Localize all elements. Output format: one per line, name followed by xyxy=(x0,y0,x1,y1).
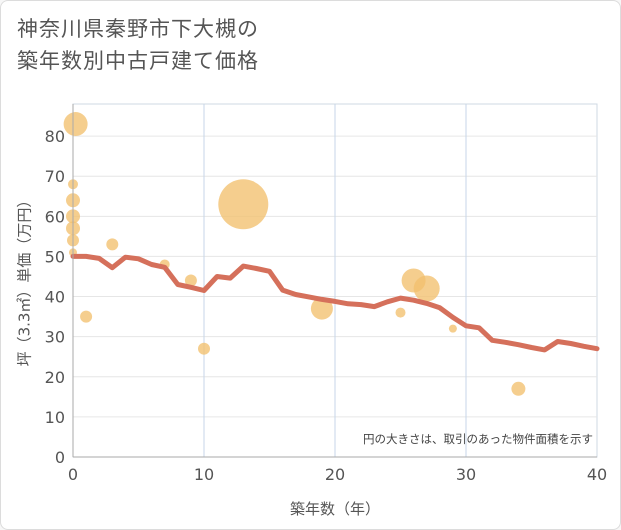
grid-layer xyxy=(72,103,598,458)
trend-line xyxy=(70,253,600,353)
y-axis-label-wrap: 坪（3.3㎡）単価（万円） xyxy=(9,101,39,457)
x-axis-label: 築年数（年） xyxy=(289,500,380,518)
y-tick-label: 60 xyxy=(45,207,65,226)
bubble-point xyxy=(80,310,93,323)
bubble-point xyxy=(184,274,197,287)
title-line-2: 築年数別中古戸建て価格 xyxy=(17,49,259,73)
x-tick-label: 0 xyxy=(68,465,78,484)
bubble-point xyxy=(395,307,406,318)
bubble-point xyxy=(413,275,440,302)
y-tick-label: 40 xyxy=(45,288,65,307)
y-tick-label: 80 xyxy=(45,127,65,146)
x-tick-label: 30 xyxy=(456,465,476,484)
x-tick-label: 10 xyxy=(194,465,214,484)
bubble-point xyxy=(198,342,210,355)
x-tick-label: 20 xyxy=(325,465,345,484)
y-tick-label: 50 xyxy=(45,247,65,266)
axis-layer: 0 10 20 30 40 50 60 70 80 0 10 20 30 40 xyxy=(45,104,607,484)
y-axis-label: 坪（3.3㎡）単価（万円） xyxy=(15,192,34,366)
x-tick-label: 40 xyxy=(587,465,607,484)
title-line-1: 神奈川県秦野市下大槻の xyxy=(17,17,259,41)
y-tick-label: 70 xyxy=(45,167,65,186)
chart-title: 神奈川県秦野市下大槻の 築年数別中古戸建て価格 xyxy=(17,13,259,77)
size-note: 円の大きさは、取引のあった物件面積を示す xyxy=(363,432,593,446)
y-tick-label: 10 xyxy=(45,408,65,427)
bubble-point xyxy=(218,179,269,230)
y-tick-label: 0 xyxy=(55,448,65,467)
bubble-point xyxy=(511,381,526,396)
y-tick-label: 30 xyxy=(45,328,65,347)
bubble-point xyxy=(310,297,333,320)
bubble-point xyxy=(106,238,119,251)
bubble-point xyxy=(63,112,88,137)
y-tick-label: 20 xyxy=(45,368,65,387)
bubble-point xyxy=(448,324,457,333)
